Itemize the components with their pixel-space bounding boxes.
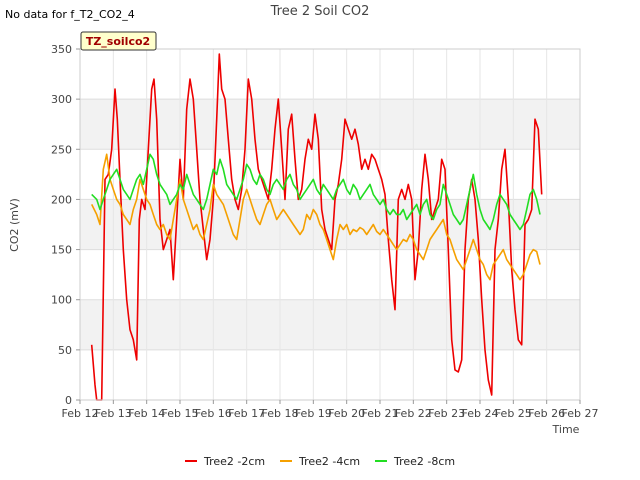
plot-band bbox=[80, 299, 580, 350]
y-tick-label: 300 bbox=[51, 93, 72, 106]
legend-label-tree2-4cm: Tree2 -4cm bbox=[298, 455, 360, 468]
y-axis-ticks: 0 50 100 150 200 250 300 350 bbox=[51, 43, 80, 407]
legend-label-tree2-2cm: Tree2 -2cm bbox=[203, 455, 265, 468]
badge-box bbox=[80, 31, 157, 51]
series-layer bbox=[90, 53, 543, 401]
x-tick-label: Feb 21 bbox=[362, 407, 399, 420]
x-tick-label: Feb 17 bbox=[228, 407, 265, 420]
x-axis-label: Time bbox=[552, 423, 580, 436]
y-tick-label: 0 bbox=[65, 394, 72, 407]
x-tick-label: Feb 25 bbox=[495, 407, 532, 420]
plot-band bbox=[80, 249, 580, 300]
x-tick-label: Feb 16 bbox=[195, 407, 232, 420]
series-line-tree2-4cm bbox=[90, 153, 541, 281]
legend-label-tree2-8cm: Tree2 -8cm bbox=[393, 455, 455, 468]
y-axis-label: CO2 (mV) bbox=[8, 198, 21, 252]
x-tick-label: Feb 26 bbox=[528, 407, 565, 420]
no-data-note: No data for f_T2_CO2_4 bbox=[5, 8, 135, 21]
y-tick-label: 50 bbox=[58, 344, 72, 357]
x-tick-label: Feb 22 bbox=[395, 407, 432, 420]
plot-band bbox=[80, 99, 580, 150]
chart-title: Tree 2 Soil CO2 bbox=[270, 4, 370, 19]
series-line-tree2-8cm bbox=[91, 153, 541, 231]
plot-band bbox=[80, 149, 580, 200]
plot-band bbox=[80, 349, 580, 400]
x-tick-label: Feb 13 bbox=[95, 407, 132, 420]
x-tick-label: Feb 19 bbox=[295, 407, 332, 420]
plot-frame bbox=[79, 48, 581, 401]
plot-band bbox=[80, 49, 580, 100]
x-tick-label: Feb 12 bbox=[62, 407, 99, 420]
x-tick-label: Feb 14 bbox=[128, 407, 165, 420]
badge: TZ_soilco2 bbox=[80, 31, 157, 51]
y-tick-label: 350 bbox=[51, 43, 72, 56]
x-tick-label: Feb 23 bbox=[428, 407, 465, 420]
y-tick-label: 150 bbox=[51, 244, 72, 257]
y-tick-label: 200 bbox=[51, 193, 72, 206]
x-tick-label: Feb 24 bbox=[462, 407, 499, 420]
series-line-tree2-2cm bbox=[90, 53, 543, 401]
x-tick-label: Feb 27 bbox=[562, 407, 599, 420]
x-tick-label: Feb 18 bbox=[262, 407, 299, 420]
x-tick-label: Feb 20 bbox=[328, 407, 365, 420]
badge-label: TZ_soilco2 bbox=[86, 35, 150, 48]
y-tick-label: 100 bbox=[51, 294, 72, 307]
x-tick-label: Feb 15 bbox=[162, 407, 199, 420]
legend: Tree2 -2cm Tree2 -4cm Tree2 -8cm bbox=[185, 455, 455, 468]
y-tick-label: 250 bbox=[51, 143, 72, 156]
